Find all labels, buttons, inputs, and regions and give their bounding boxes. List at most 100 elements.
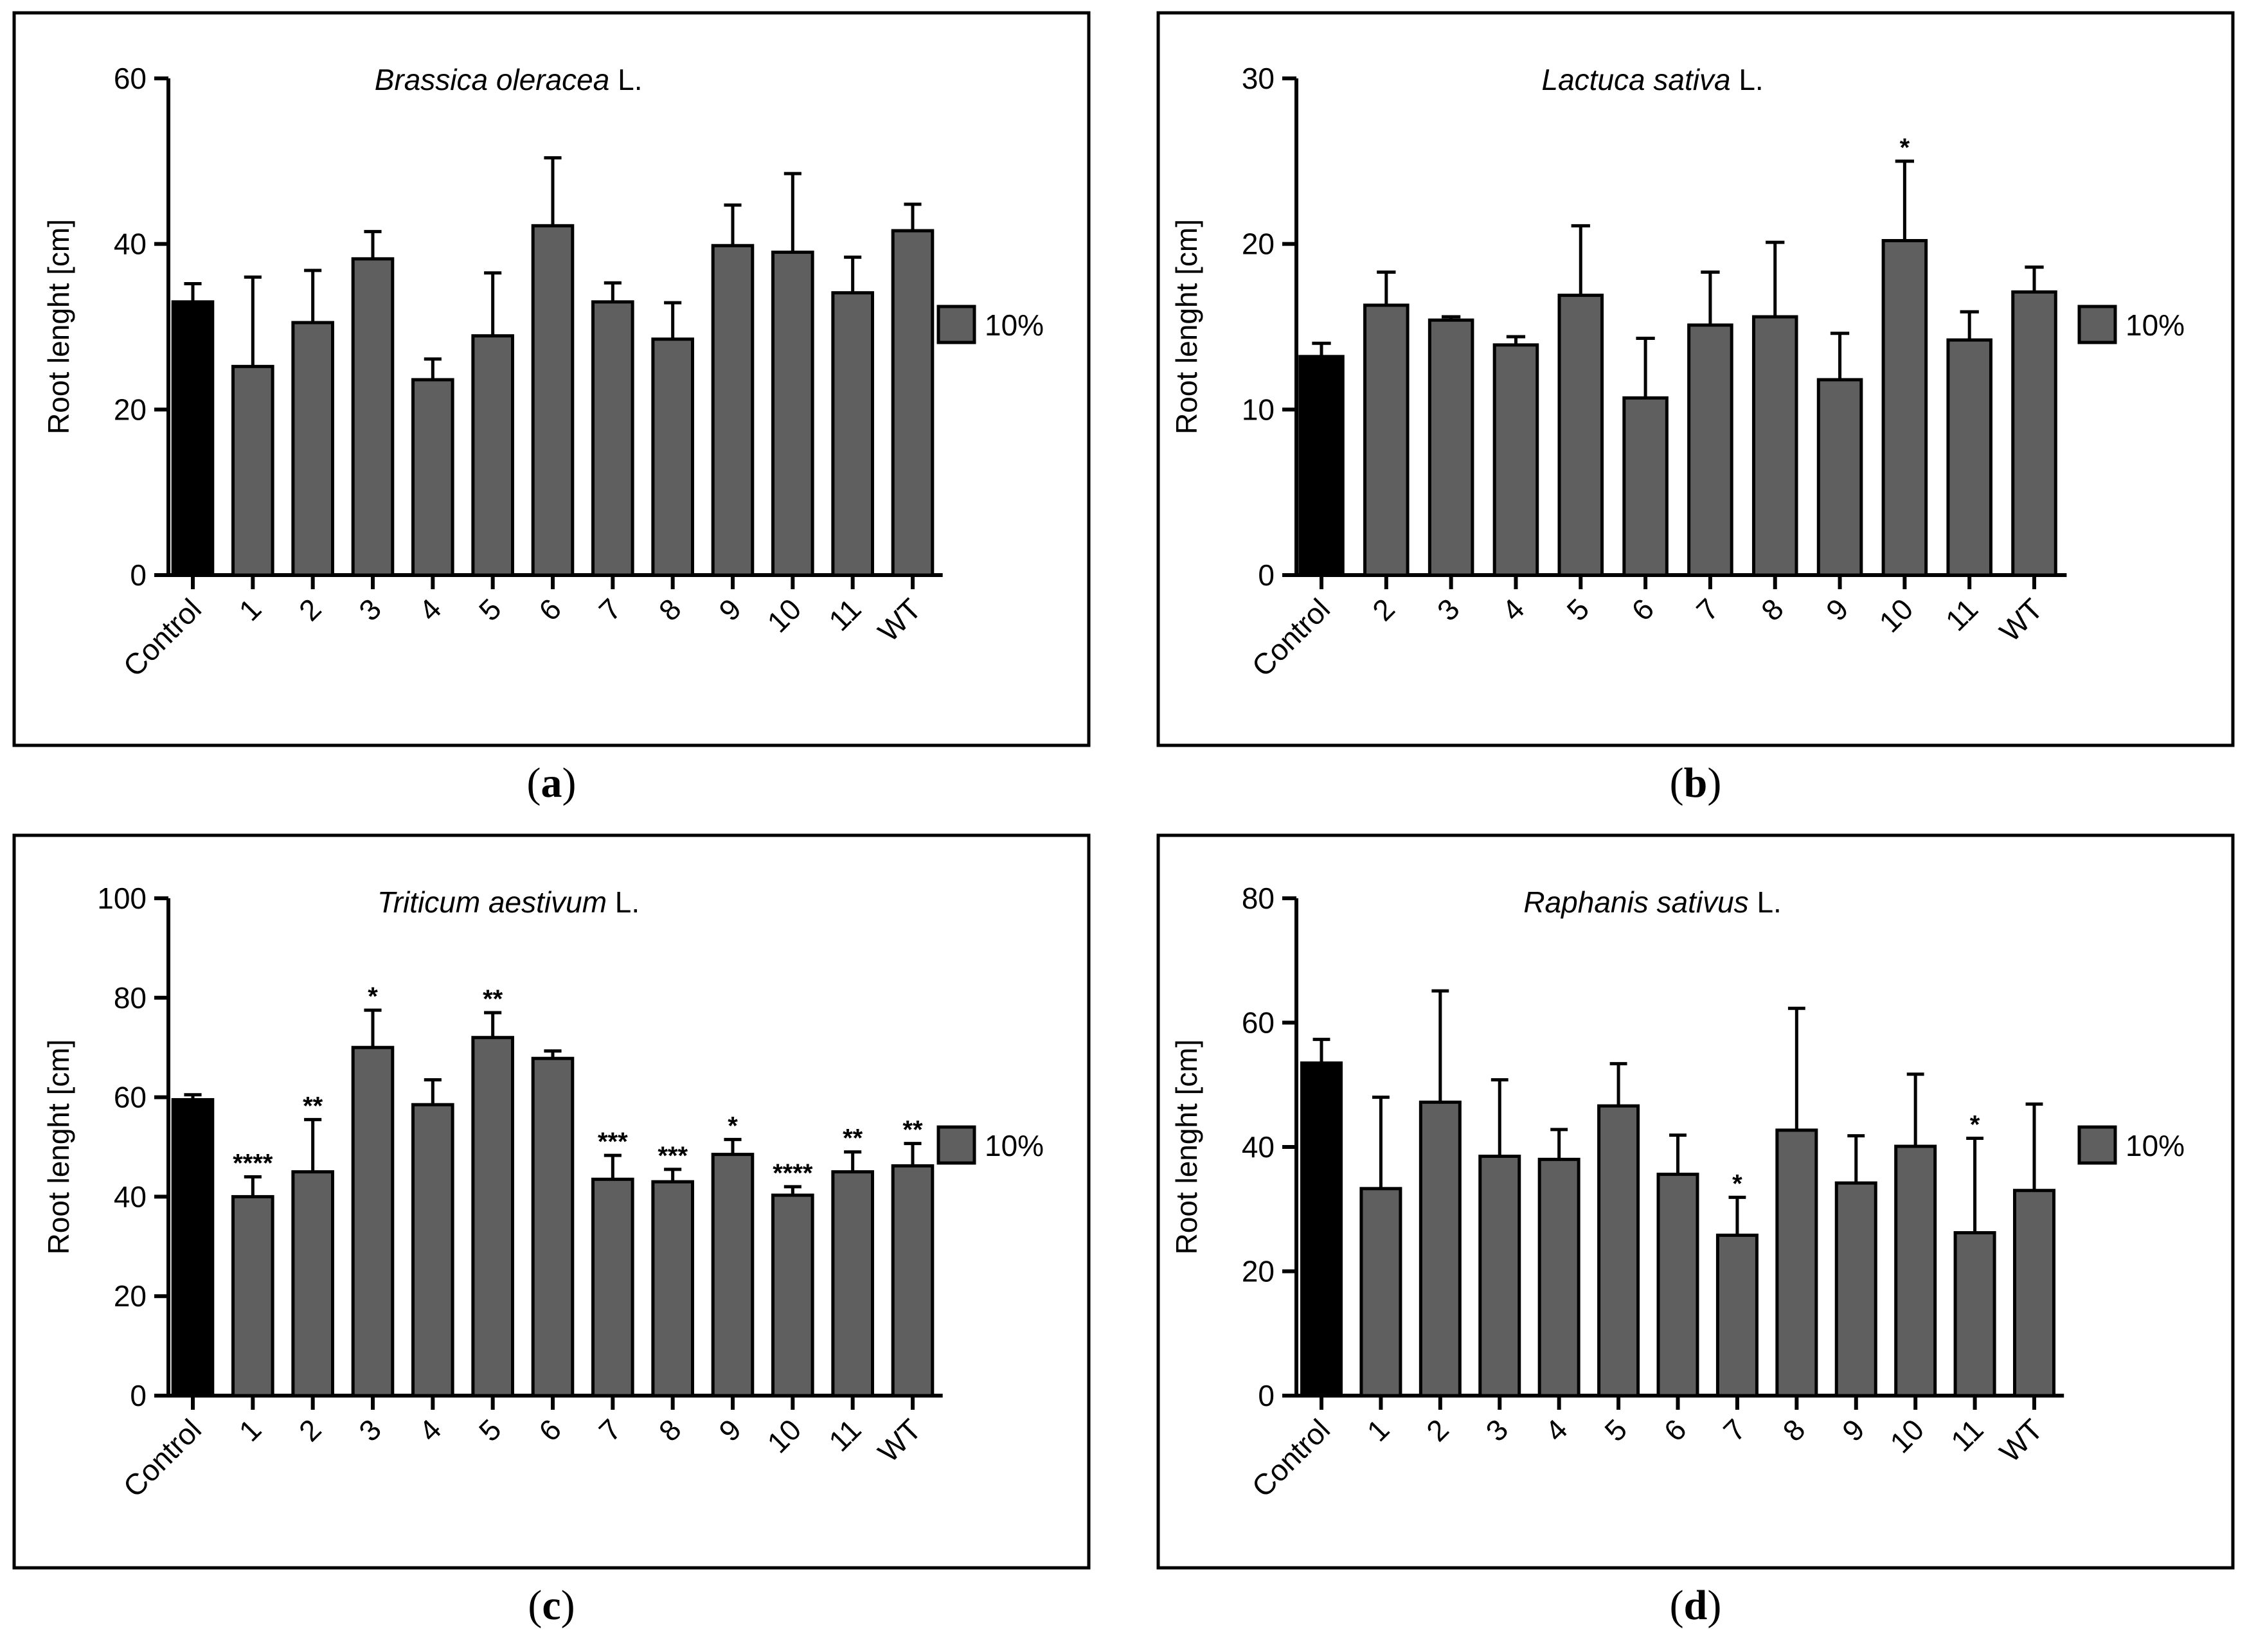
chart-title-species: Raphanis sativus	[1523, 885, 1748, 919]
bar	[711, 1153, 755, 1398]
y-tick-label: 100	[97, 882, 147, 915]
chart-title-suffix: L.	[609, 63, 642, 96]
panel-b: 0 10 20 30 Root lenght [cm] Lactuca sativa L.…	[1156, 11, 2235, 806]
bar	[171, 300, 215, 577]
chart-title-species: Brassica oleracea	[375, 63, 610, 96]
bar	[591, 300, 634, 577]
y-axis-label: Root lenght [cm]	[1170, 1040, 1203, 1255]
y-tick-label: 10	[1242, 393, 1275, 426]
significance-label: **	[843, 1124, 863, 1153]
panel-a: 0 20 40 60 Root lenght [cm] Brassica oleracea…	[12, 11, 1091, 806]
bar	[291, 321, 334, 577]
panel-c: 0 20 40 60 80 100 Root lenght [cm] Triticum aes…	[12, 833, 1091, 1629]
chart-title-species: Lactuca sativa	[1542, 63, 1731, 96]
bar	[1656, 1173, 1699, 1398]
panel-label-close: )	[1707, 1582, 1721, 1629]
bar	[2011, 290, 2057, 577]
bar	[711, 244, 755, 577]
chart-title-suffix: L.	[607, 885, 640, 919]
bar	[1687, 323, 1733, 577]
chart-title: Brassica oleracea L.	[375, 63, 643, 96]
y-tick-label: 40	[114, 227, 147, 261]
bar	[2013, 1189, 2055, 1398]
bar	[1775, 1128, 1818, 1398]
bar	[291, 1170, 334, 1398]
significance-label: ****	[773, 1159, 813, 1187]
y-tick-label: 0	[130, 1379, 147, 1412]
bar	[651, 1180, 694, 1398]
bar	[1953, 1231, 1996, 1398]
bar	[1622, 396, 1669, 577]
panel-label: (b)	[1670, 759, 1722, 806]
bar	[1428, 318, 1474, 577]
panel-label: (a)	[527, 759, 577, 806]
y-tick-label: 20	[1242, 227, 1275, 261]
significance-label: *	[1732, 1169, 1742, 1198]
panel-d: 0 20 40 60 80 Root lenght [cm] Raphanis sativu…	[1156, 833, 2235, 1629]
panel-label-open: (	[1670, 759, 1684, 806]
bar	[1816, 378, 1863, 577]
y-tick-label: 60	[114, 1081, 147, 1114]
bar	[411, 378, 454, 577]
bar	[1478, 1155, 1521, 1398]
legend-label: 10%	[2126, 1129, 2185, 1162]
bar	[1894, 1144, 1937, 1398]
panel-label-open: (	[1670, 1582, 1684, 1629]
bar	[231, 364, 274, 577]
bar	[891, 1164, 935, 1398]
panel-label-open: (	[528, 1582, 542, 1629]
panel-label-close: )	[562, 759, 577, 806]
bar	[651, 337, 694, 577]
y-tick-label: 80	[114, 981, 147, 1015]
y-tick-label: 0	[1258, 558, 1275, 592]
bar	[1359, 1187, 1402, 1398]
bar	[1537, 1157, 1580, 1398]
chart-title-suffix: L.	[1749, 885, 1782, 919]
legend-swatch	[2077, 1125, 2117, 1165]
y-axis-label: Root lenght [cm]	[1170, 219, 1203, 434]
panel-label-letter: b	[1684, 759, 1708, 806]
bar	[351, 257, 395, 577]
bar	[771, 1193, 814, 1398]
y-tick-label: 80	[1242, 882, 1275, 915]
bar	[531, 1056, 575, 1398]
y-tick-label: 60	[1242, 1006, 1275, 1040]
significance-label: **	[483, 985, 503, 1013]
y-tick-label: 0	[1258, 1379, 1275, 1412]
panel-label-letter: a	[541, 759, 562, 806]
significance-label: ***	[598, 1128, 628, 1156]
significance-label: *	[1900, 134, 1910, 162]
bar	[471, 334, 514, 577]
bar	[1751, 315, 1798, 577]
bar	[1881, 239, 1928, 577]
bar	[1419, 1100, 1462, 1398]
legend-label: 10%	[985, 1129, 1044, 1162]
bar	[831, 1170, 874, 1398]
chart-title: Lactuca sativa L.	[1542, 63, 1764, 96]
legend-swatch	[2077, 305, 2117, 344]
significance-label: ****	[233, 1149, 273, 1177]
chart-title-species: Triticum aestivum	[377, 885, 607, 919]
bar	[1492, 343, 1539, 577]
bar	[1946, 338, 1992, 577]
chart-title: Triticum aestivum L.	[377, 885, 640, 919]
y-tick-label: 20	[114, 393, 147, 426]
chart-title: Raphanis sativus L.	[1523, 885, 1781, 919]
bar	[1363, 303, 1410, 577]
significance-label: *	[368, 982, 378, 1011]
significance-label: *	[1970, 1110, 1980, 1139]
bar	[1298, 355, 1345, 577]
panel-label-close: )	[1707, 759, 1721, 806]
significance-label: ***	[658, 1142, 688, 1170]
bar	[771, 251, 814, 577]
legend-swatch	[936, 1125, 976, 1165]
bar	[231, 1195, 274, 1398]
bar	[531, 224, 575, 577]
bar	[171, 1097, 215, 1398]
panel-label-open: (	[527, 759, 541, 806]
bar	[1834, 1181, 1877, 1398]
panel-label-close: )	[561, 1582, 575, 1629]
bar	[1300, 1061, 1343, 1398]
legend-label: 10%	[985, 308, 1044, 342]
